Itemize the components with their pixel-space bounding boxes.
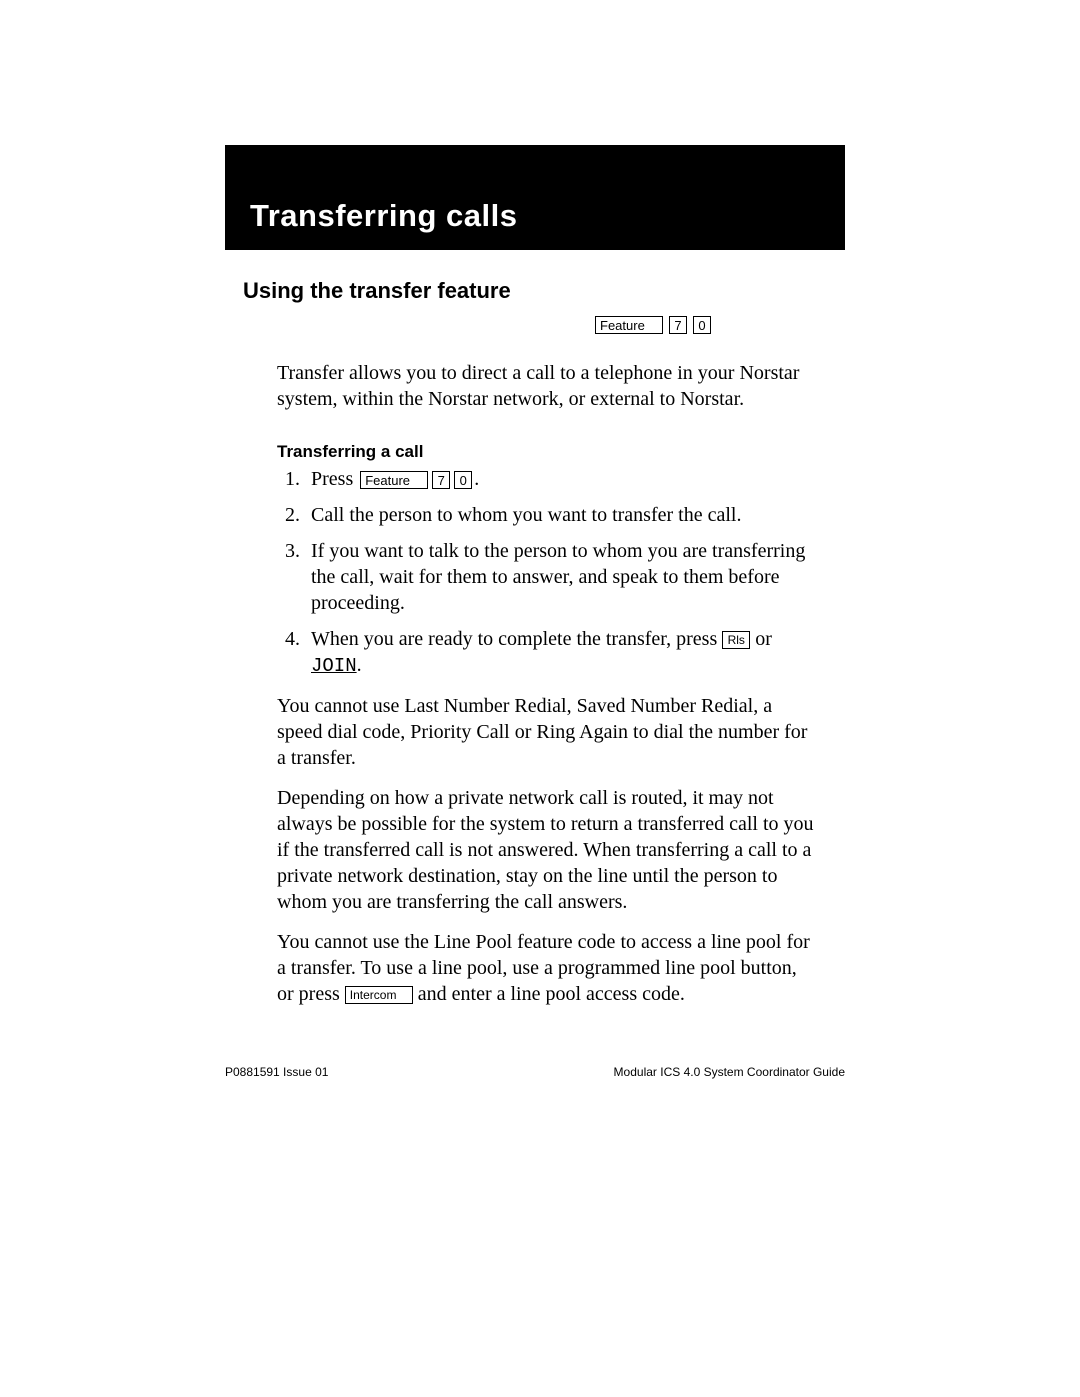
step-1-text-pre: Press — [311, 468, 358, 490]
section-heading: Using the transfer feature — [243, 278, 845, 304]
chapter-title: Transferring calls — [250, 198, 517, 234]
paragraph-1: You cannot use Last Number Redial, Saved… — [277, 693, 817, 771]
feature-key-icon: Feature — [595, 316, 663, 334]
step-1-text-post: . — [474, 468, 479, 490]
page-footer: P0881591 Issue 01 Modular ICS 4.0 System… — [225, 1065, 845, 1079]
intro-paragraph: Transfer allows you to direct a call to … — [277, 360, 817, 412]
digit-0-key-icon: 0 — [693, 316, 711, 334]
digit-7-key-icon: 7 — [432, 471, 450, 489]
rls-key-icon: Rls — [722, 631, 750, 649]
step-4-text-mid: or — [750, 628, 772, 650]
body-content: Transfer allows you to direct a call to … — [277, 360, 817, 1007]
step-1-keys: Feature70 — [360, 471, 472, 489]
join-display-text: JOIN — [311, 655, 357, 677]
digit-7-key-icon: 7 — [669, 316, 687, 334]
feature-code-display: Feature 7 0 — [595, 316, 845, 334]
step-3: If you want to talk to the person to who… — [305, 538, 817, 616]
paragraph-2: Depending on how a private network call … — [277, 785, 817, 915]
footer-right: Modular ICS 4.0 System Coordinator Guide — [614, 1065, 845, 1079]
step-1: Press Feature70. — [305, 466, 817, 492]
steps-list: Press Feature70. Call the person to whom… — [305, 466, 817, 679]
paragraph-3: You cannot use the Line Pool feature cod… — [277, 929, 817, 1007]
step-2: Call the person to whom you want to tran… — [305, 502, 817, 528]
footer-left: P0881591 Issue 01 — [225, 1065, 328, 1079]
chapter-banner: Transferring calls — [225, 145, 845, 250]
digit-0-key-icon: 0 — [454, 471, 472, 489]
sub-heading: Transferring a call — [277, 442, 817, 462]
step-4: When you are ready to complete the trans… — [305, 626, 817, 679]
page-content: Transferring calls Using the transfer fe… — [225, 145, 845, 1007]
para3-post: and enter a line pool access code. — [413, 983, 685, 1005]
feature-key-icon: Feature — [360, 471, 428, 489]
step-4-text-post: . — [357, 654, 362, 676]
intercom-key-icon: Intercom — [345, 986, 413, 1004]
step-4-text-pre: When you are ready to complete the trans… — [311, 628, 722, 650]
